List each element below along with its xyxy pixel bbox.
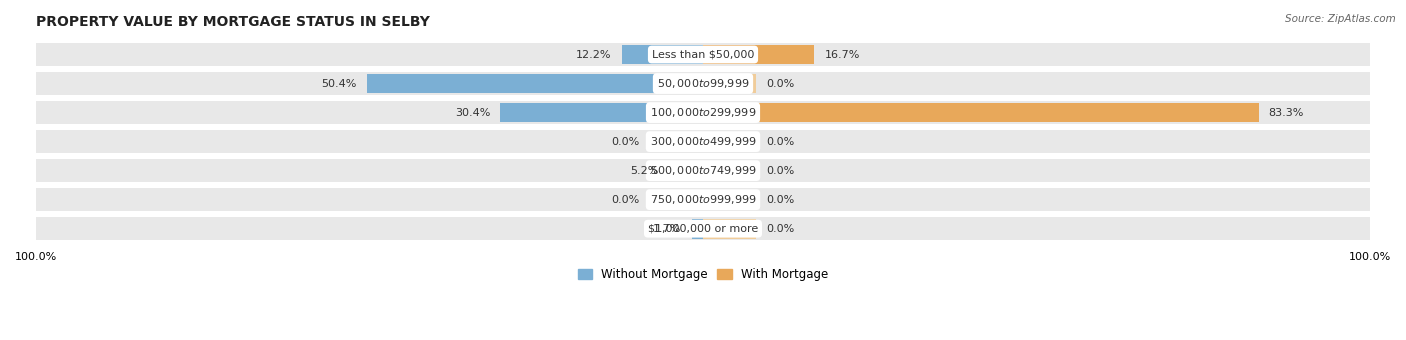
Bar	[37, 130, 1369, 153]
Bar	[367, 74, 703, 94]
Text: 30.4%: 30.4%	[456, 107, 491, 118]
Text: 16.7%: 16.7%	[824, 50, 859, 59]
Bar	[37, 188, 1369, 211]
Text: 0.0%: 0.0%	[766, 137, 794, 147]
Text: 0.0%: 0.0%	[766, 224, 794, 234]
Text: 5.2%: 5.2%	[630, 166, 658, 176]
Text: 0.0%: 0.0%	[766, 195, 794, 205]
Text: 1.7%: 1.7%	[654, 224, 682, 234]
Text: $1,000,000 or more: $1,000,000 or more	[648, 224, 758, 234]
Text: 0.0%: 0.0%	[612, 195, 640, 205]
Bar	[703, 74, 756, 94]
Bar	[703, 190, 756, 209]
Bar	[703, 45, 814, 64]
Bar	[650, 132, 703, 152]
Bar	[37, 72, 1369, 95]
Text: PROPERTY VALUE BY MORTGAGE STATUS IN SELBY: PROPERTY VALUE BY MORTGAGE STATUS IN SEL…	[37, 15, 430, 29]
Bar	[37, 43, 1369, 66]
Text: 0.0%: 0.0%	[612, 137, 640, 147]
Bar	[650, 190, 703, 209]
Text: $500,000 to $749,999: $500,000 to $749,999	[650, 164, 756, 177]
Text: $100,000 to $299,999: $100,000 to $299,999	[650, 106, 756, 119]
Bar	[37, 217, 1369, 240]
Text: 0.0%: 0.0%	[766, 79, 794, 88]
Bar	[703, 161, 756, 181]
Text: 50.4%: 50.4%	[322, 79, 357, 88]
Text: 12.2%: 12.2%	[576, 50, 612, 59]
Bar	[668, 161, 703, 181]
Text: 83.3%: 83.3%	[1268, 107, 1303, 118]
Text: $300,000 to $499,999: $300,000 to $499,999	[650, 135, 756, 148]
Bar	[703, 103, 1258, 122]
Bar	[703, 219, 756, 239]
Bar	[37, 159, 1369, 182]
Bar	[703, 132, 756, 152]
Text: $750,000 to $999,999: $750,000 to $999,999	[650, 193, 756, 206]
Text: 0.0%: 0.0%	[766, 166, 794, 176]
Text: Source: ZipAtlas.com: Source: ZipAtlas.com	[1285, 14, 1396, 23]
Bar	[621, 45, 703, 64]
Text: $50,000 to $99,999: $50,000 to $99,999	[657, 77, 749, 90]
Text: Less than $50,000: Less than $50,000	[652, 50, 754, 59]
Bar	[692, 219, 703, 239]
Legend: Without Mortgage, With Mortgage: Without Mortgage, With Mortgage	[574, 264, 832, 286]
Bar	[501, 103, 703, 122]
Bar	[37, 101, 1369, 124]
